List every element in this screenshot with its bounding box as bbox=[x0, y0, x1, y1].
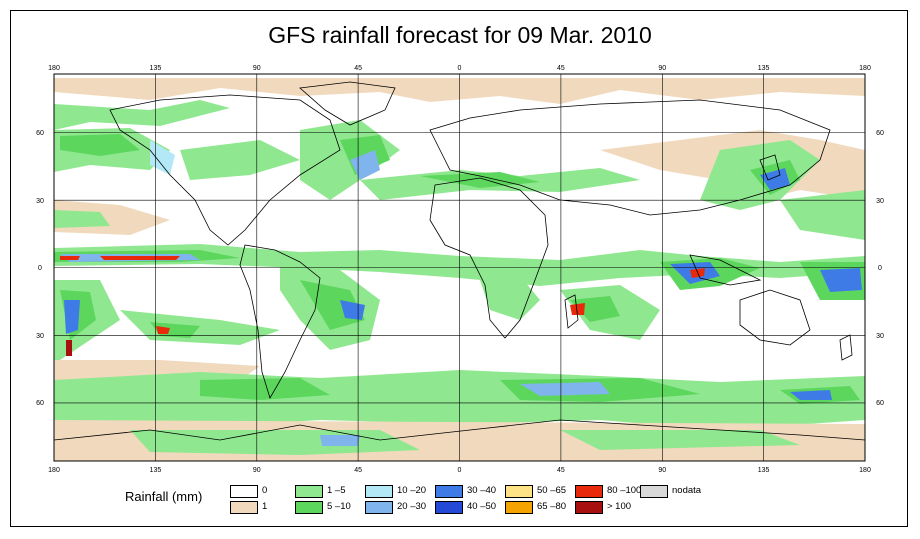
lat-tick: 60 bbox=[36, 130, 44, 137]
graticule bbox=[54, 74, 865, 461]
lon-tick: 0 bbox=[458, 467, 462, 474]
lat-ticks-left: 60 30 0 30 60 bbox=[36, 130, 44, 407]
lon-tick: 45 bbox=[354, 467, 362, 474]
lon-tick: 45 bbox=[557, 65, 565, 72]
lat-tick: 0 bbox=[38, 265, 42, 272]
lon-tick: 45 bbox=[354, 65, 362, 72]
lon-tick: 90 bbox=[658, 467, 666, 474]
lon-tick: 180 bbox=[48, 65, 60, 72]
lon-tick: 180 bbox=[48, 467, 60, 474]
lat-tick: 60 bbox=[876, 130, 884, 137]
lat-tick: 30 bbox=[36, 333, 44, 340]
lon-tick: 135 bbox=[150, 467, 162, 474]
lon-tick: 135 bbox=[150, 65, 162, 72]
lat-tick: 60 bbox=[876, 400, 884, 407]
lat-tick: 0 bbox=[878, 265, 882, 272]
lon-tick: 90 bbox=[658, 65, 666, 72]
lat-tick: 30 bbox=[876, 198, 884, 205]
figure-frame bbox=[10, 10, 908, 527]
lon-ticks-bottom: 180 135 90 45 0 45 90 135 180 bbox=[48, 467, 871, 474]
lon-tick: 90 bbox=[253, 65, 261, 72]
lat-tick: 60 bbox=[36, 400, 44, 407]
lon-tick: 180 bbox=[859, 65, 871, 72]
lat-ticks-right: 60 30 0 30 60 bbox=[876, 130, 884, 407]
lon-tick: 90 bbox=[253, 467, 261, 474]
coastlines bbox=[54, 81, 865, 441]
map-border bbox=[53, 73, 866, 462]
lon-ticks-top: 180 135 90 45 0 45 90 135 180 bbox=[48, 65, 871, 72]
lon-tick: 180 bbox=[859, 467, 871, 474]
lat-tick: 30 bbox=[36, 198, 44, 205]
lon-tick: 135 bbox=[758, 65, 770, 72]
lon-tick: 0 bbox=[458, 65, 462, 72]
lat-tick: 30 bbox=[876, 333, 884, 340]
lon-tick: 45 bbox=[557, 467, 565, 474]
lon-tick: 135 bbox=[758, 467, 770, 474]
map-title: GFS rainfall forecast for 09 Mar. 2010 bbox=[268, 22, 652, 48]
